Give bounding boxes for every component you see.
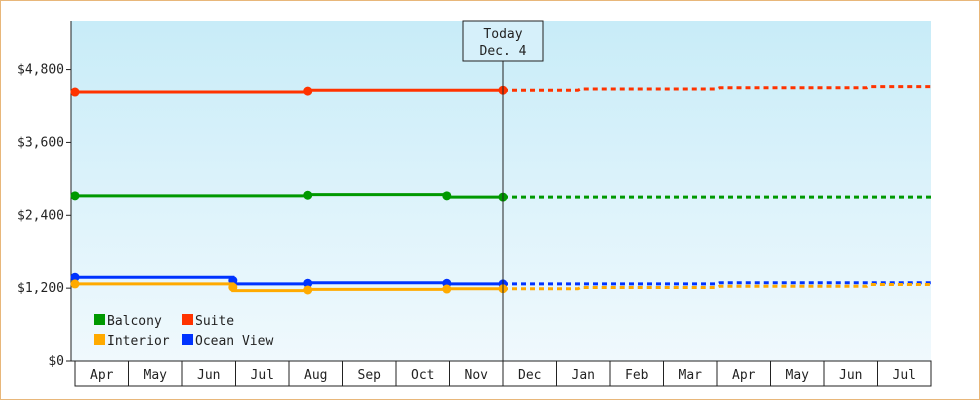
month-label: Sep (358, 368, 382, 383)
data-point-marker (70, 87, 80, 97)
legend-label: Ocean View (195, 334, 273, 349)
month-label: Oct (411, 368, 434, 383)
month-label: Apr (732, 368, 756, 383)
legend-swatch (94, 334, 105, 345)
data-point-marker (70, 272, 80, 282)
y-tick-label: $1,200 (17, 281, 64, 296)
today-label: Today (483, 27, 522, 42)
series-suite (70, 85, 931, 97)
data-point-marker (70, 191, 80, 201)
data-point-marker (303, 86, 313, 96)
series-interior (70, 279, 931, 295)
actual-line (75, 193, 503, 199)
month-label: Jan (572, 368, 595, 383)
forecast-line (503, 283, 931, 291)
legend-swatch (182, 314, 193, 325)
legend-swatch (94, 314, 105, 325)
data-point-marker (442, 284, 452, 294)
month-label: Dec (518, 368, 541, 383)
y-tick-label: $0 (48, 354, 64, 369)
today-date: Dec. 4 (480, 44, 527, 59)
legend-swatch (182, 334, 193, 345)
y-tick-label: $3,600 (17, 135, 64, 150)
month-label: Feb (625, 368, 649, 383)
month-label: Mar (679, 368, 703, 383)
month-label: Jun (197, 368, 220, 383)
plot-background (71, 21, 931, 361)
data-point-marker (70, 279, 80, 289)
y-tick-label: $4,800 (17, 63, 64, 78)
today-box (462, 20, 544, 62)
legend-item: Suite (182, 314, 234, 329)
legend-item: Ocean View (182, 334, 273, 349)
month-label: Apr (90, 368, 114, 383)
data-point-marker (303, 190, 313, 200)
legend-label: Interior (107, 334, 170, 349)
data-point-marker (303, 278, 313, 288)
month-label: Aug (304, 368, 327, 383)
data-point-marker (303, 285, 313, 295)
legend-label: Suite (195, 314, 234, 329)
month-label: May (144, 368, 168, 383)
month-label: Jun (839, 368, 862, 383)
month-label: Nov (465, 368, 489, 383)
y-tick-label: $2,400 (17, 208, 64, 223)
month-label: Jul (251, 368, 274, 383)
legend-label: Balcony (107, 314, 162, 329)
forecast-line (503, 85, 931, 92)
data-point-marker (442, 191, 452, 201)
legend-item: Interior (94, 334, 170, 349)
month-label: Jul (893, 368, 916, 383)
month-label: May (786, 368, 810, 383)
legend-item: Balcony (94, 314, 162, 329)
data-point-marker (228, 282, 238, 292)
